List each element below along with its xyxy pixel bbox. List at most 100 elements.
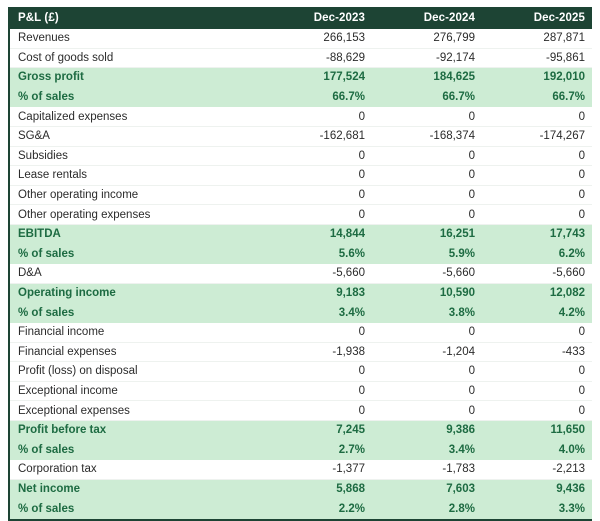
- cell-y2023: 66.7%: [262, 87, 372, 108]
- row-label: Lease rentals: [10, 165, 262, 186]
- table-body: Revenues 266,153 276,799 287,871 Cost of goo…: [10, 29, 592, 519]
- row-label: Gross profit: [10, 67, 262, 88]
- cell-y2025: -2,213: [482, 459, 592, 480]
- cell-y2025: 12,082: [482, 283, 592, 304]
- row-label: Operating income: [10, 283, 262, 304]
- cell-y2023: -88,629: [262, 48, 372, 69]
- row-label: Corporation tax: [10, 459, 262, 480]
- cell-y2025: 17,743: [482, 224, 592, 245]
- cell-y2024: 5.9%: [372, 244, 482, 265]
- cell-y2025: 0: [482, 106, 592, 127]
- row-label: % of sales: [10, 302, 262, 323]
- table-row: Financial expenses -1,938 -1,204 -433: [10, 342, 592, 363]
- cell-y2023: 0: [262, 381, 372, 402]
- row-label: % of sales: [10, 498, 262, 519]
- row-label: D&A: [10, 263, 262, 284]
- row-label: EBITDA: [10, 224, 262, 245]
- table-row: D&A -5,660 -5,660 -5,660: [10, 263, 592, 284]
- profit-and-loss-table: P&L (£) Dec-2023 Dec-2024 Dec-2025 Reven…: [10, 7, 592, 519]
- table-header-row: P&L (£) Dec-2023 Dec-2024 Dec-2025: [10, 7, 592, 29]
- cell-y2025: 192,010: [482, 67, 592, 88]
- cell-y2025: 287,871: [482, 29, 592, 49]
- cell-y2023: 0: [262, 165, 372, 186]
- table-row: Lease rentals 0 0 0: [10, 165, 592, 186]
- cell-y2025: 0: [482, 146, 592, 167]
- cell-y2025: -95,861: [482, 48, 592, 69]
- cell-y2024: -92,174: [372, 48, 482, 69]
- cell-y2023: 0: [262, 204, 372, 225]
- row-label: Profit (loss) on disposal: [10, 361, 262, 382]
- table-row: Gross profit 177,524 184,625 192,010: [10, 67, 592, 88]
- cell-y2024: 9,386: [372, 420, 482, 441]
- cell-y2024: 184,625: [372, 67, 482, 88]
- cell-y2023: 14,844: [262, 224, 372, 245]
- cell-y2024: 66.7%: [372, 87, 482, 108]
- column-header-dec-2023: Dec-2023: [262, 7, 372, 29]
- cell-y2025: 9,436: [482, 479, 592, 500]
- table-row: Profit before tax 7,245 9,386 11,650: [10, 420, 592, 441]
- cell-y2023: 266,153: [262, 29, 372, 49]
- cell-y2025: 0: [482, 361, 592, 382]
- row-label: SG&A: [10, 126, 262, 147]
- cell-y2024: 0: [372, 146, 482, 167]
- table-row: % of sales 2.2% 2.8% 3.3%: [10, 498, 592, 519]
- table-row: Cost of goods sold -88,629 -92,174 -95,861: [10, 48, 592, 69]
- cell-y2024: 10,590: [372, 283, 482, 304]
- column-header-dec-2025: Dec-2025: [482, 7, 592, 29]
- cell-y2025: 0: [482, 204, 592, 225]
- table-row: Exceptional income 0 0 0: [10, 381, 592, 402]
- cell-y2025: 3.3%: [482, 498, 592, 519]
- cell-y2023: 9,183: [262, 283, 372, 304]
- cell-y2023: -1,938: [262, 342, 372, 363]
- cell-y2025: 11,650: [482, 420, 592, 441]
- cell-y2023: 0: [262, 400, 372, 421]
- row-label: % of sales: [10, 244, 262, 265]
- table-row: Revenues 266,153 276,799 287,871: [10, 29, 592, 49]
- cell-y2023: 0: [262, 106, 372, 127]
- profit-and-loss-table-container: P&L (£) Dec-2023 Dec-2024 Dec-2025 Reven…: [8, 7, 592, 521]
- cell-y2025: 0: [482, 381, 592, 402]
- cell-y2023: -1,377: [262, 459, 372, 480]
- table-row: % of sales 3.4% 3.8% 4.2%: [10, 302, 592, 323]
- cell-y2024: 0: [372, 204, 482, 225]
- cell-y2023: 5.6%: [262, 244, 372, 265]
- row-label: Subsidies: [10, 146, 262, 167]
- table-row: Exceptional expenses 0 0 0: [10, 400, 592, 421]
- cell-y2023: 0: [262, 322, 372, 343]
- cell-y2024: 7,603: [372, 479, 482, 500]
- cell-y2023: -162,681: [262, 126, 372, 147]
- cell-y2025: 6.2%: [482, 244, 592, 265]
- column-header-label: P&L (£): [10, 7, 262, 29]
- cell-y2025: 4.2%: [482, 302, 592, 323]
- table-row: % of sales 2.7% 3.4% 4.0%: [10, 439, 592, 461]
- row-label: Financial income: [10, 322, 262, 343]
- row-label: Cost of goods sold: [10, 48, 262, 69]
- cell-y2025: -5,660: [482, 263, 592, 284]
- cell-y2023: 7,245: [262, 420, 372, 441]
- table-row: Financial income 0 0 0: [10, 322, 592, 343]
- cell-y2023: 3.4%: [262, 302, 372, 323]
- cell-y2023: 0: [262, 146, 372, 167]
- cell-y2024: 2.8%: [372, 498, 482, 519]
- cell-y2023: 0: [262, 361, 372, 382]
- table-row: Profit (loss) on disposal 0 0 0: [10, 361, 592, 382]
- cell-y2024: -5,660: [372, 263, 482, 284]
- table-row: Net income 5,868 7,603 9,436: [10, 479, 592, 500]
- cell-y2024: 0: [372, 381, 482, 402]
- cell-y2023: -5,660: [262, 263, 372, 284]
- cell-y2024: -168,374: [372, 126, 482, 147]
- cell-y2023: 2.2%: [262, 498, 372, 519]
- row-label: Financial expenses: [10, 342, 262, 363]
- cell-y2024: 3.4%: [372, 439, 482, 461]
- cell-y2025: 0: [482, 185, 592, 206]
- row-label: Profit before tax: [10, 420, 262, 441]
- row-label: Net income: [10, 479, 262, 500]
- column-header-dec-2024: Dec-2024: [372, 7, 482, 29]
- row-label: Exceptional expenses: [10, 400, 262, 421]
- cell-y2024: 16,251: [372, 224, 482, 245]
- row-label: % of sales: [10, 87, 262, 108]
- table-row: Subsidies 0 0 0: [10, 146, 592, 167]
- cell-y2025: 0: [482, 400, 592, 421]
- table-row: Other operating income 0 0 0: [10, 185, 592, 206]
- cell-y2025: -174,267: [482, 126, 592, 147]
